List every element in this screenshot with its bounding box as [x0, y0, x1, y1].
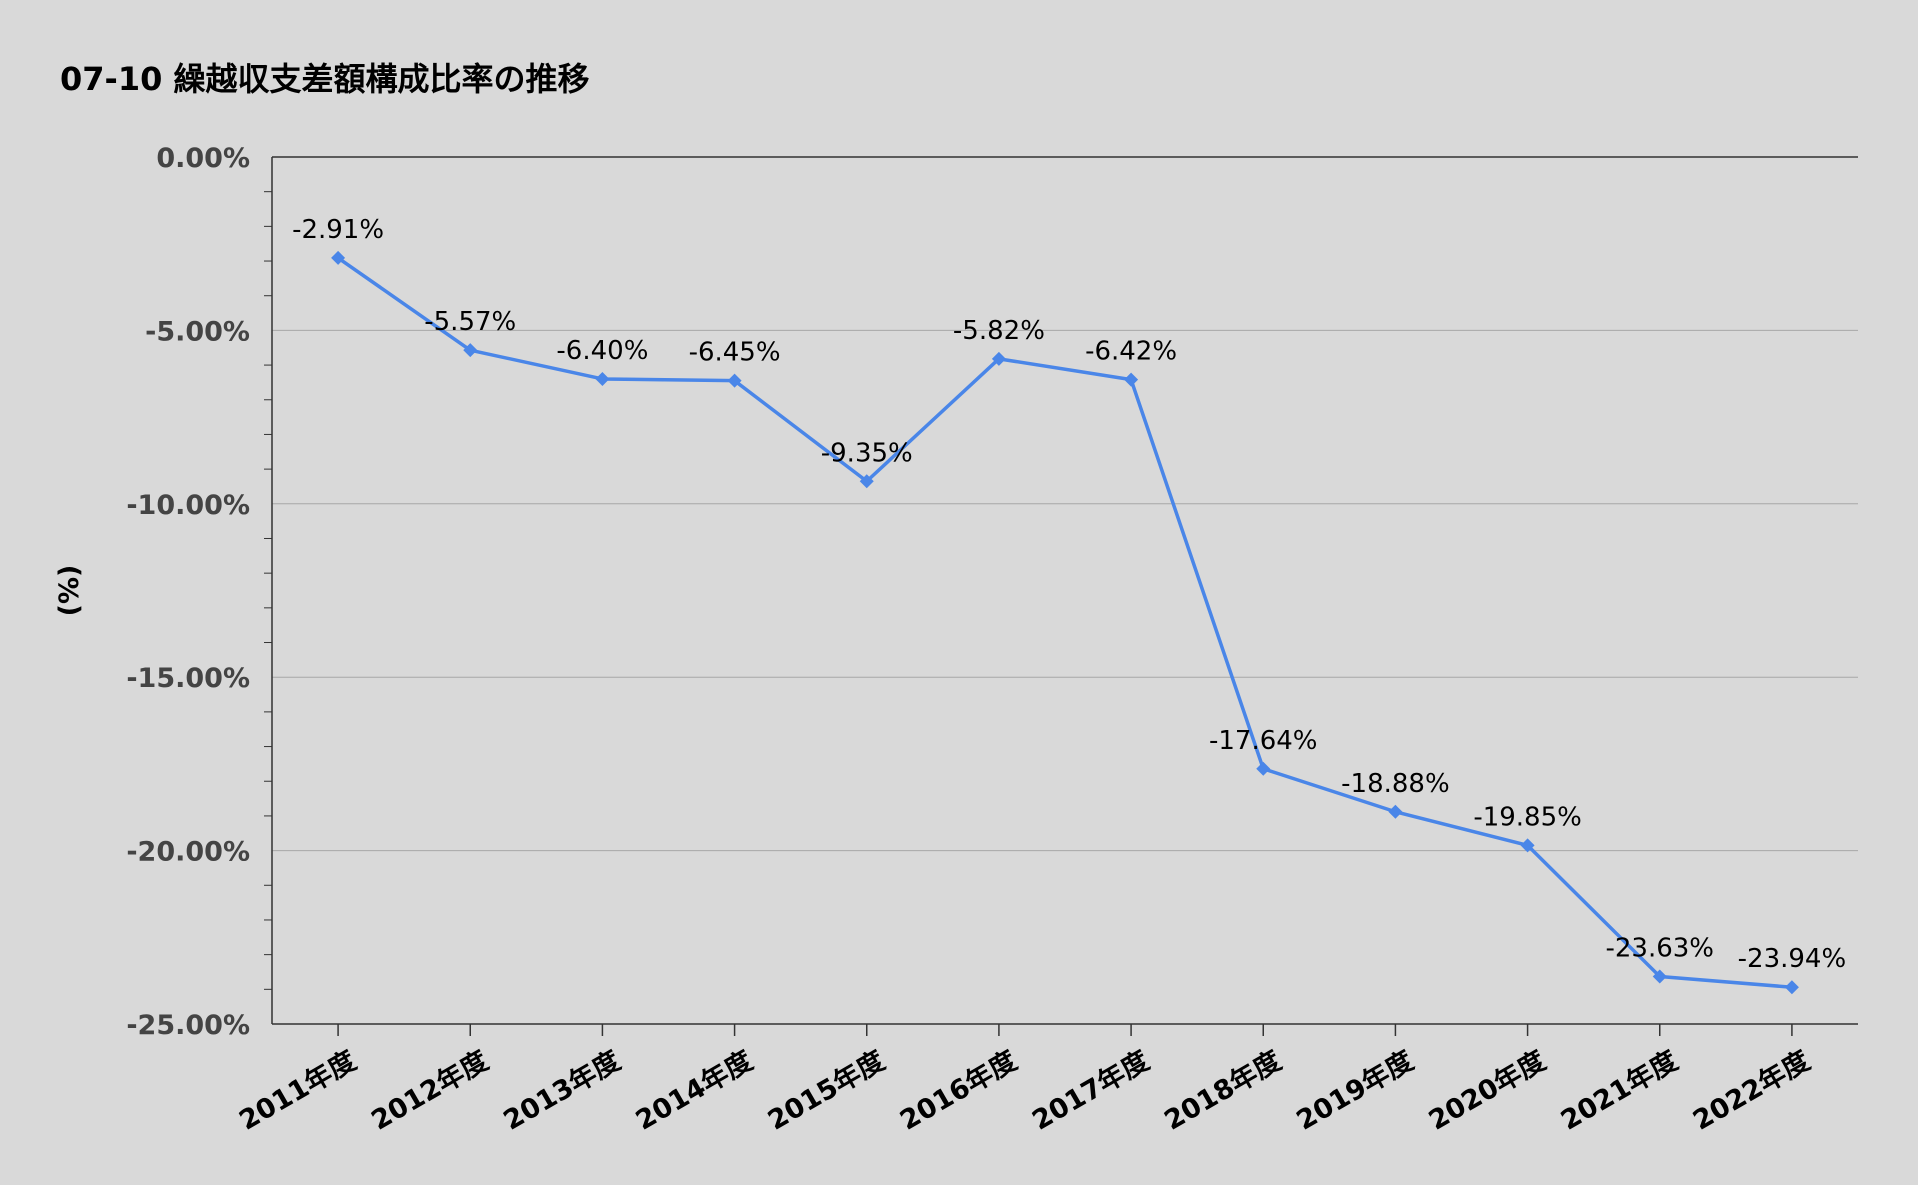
data-label: -6.45% [689, 338, 781, 368]
axes [264, 157, 1793, 1036]
data-point [1124, 372, 1139, 387]
y-axis-label: (%) [54, 565, 85, 617]
grid [272, 156, 1858, 1025]
data-point [727, 373, 742, 388]
series-line [337, 256, 1793, 989]
data-point [1256, 761, 1271, 776]
x-tick-label: 2016年度 [895, 1044, 1023, 1136]
data-point [1520, 838, 1535, 853]
data-point [463, 343, 478, 358]
x-tick-label: 2012年度 [366, 1044, 494, 1136]
data-point [1652, 969, 1667, 984]
data-label: -5.57% [424, 307, 516, 337]
data-label: -19.85% [1473, 802, 1582, 832]
data-point [331, 250, 346, 265]
x-tick-labels: 2011年度 2012年度 2013年度 2014年度 2015年度 2016年度 2017… [234, 1044, 1816, 1136]
data-label: -6.40% [556, 336, 648, 366]
data-label: -9.35% [821, 438, 913, 468]
data-label: -23.94% [1738, 944, 1847, 974]
y-tick-label: -10.00% [126, 490, 250, 521]
data-point [991, 351, 1006, 366]
x-tick-label: 2021年度 [1555, 1044, 1683, 1136]
data-label: -23.63% [1605, 933, 1714, 963]
data-point [595, 371, 610, 386]
data-point [1784, 980, 1799, 995]
x-tick-label: 2013年度 [498, 1044, 626, 1136]
y-tick-labels: 0.00% -5.00% -10.00% -15.00% -20.00% -25.00% [126, 143, 250, 1041]
y-tick-label: -25.00% [126, 1010, 250, 1041]
x-tick-label: 2017年度 [1027, 1044, 1155, 1136]
data-label: -18.88% [1341, 769, 1450, 799]
x-tick-label: 2022年度 [1688, 1044, 1816, 1136]
data-label: -5.82% [953, 316, 1045, 346]
data-label: -6.42% [1085, 337, 1177, 367]
y-tick-label: 0.00% [156, 143, 250, 174]
data-point [859, 474, 874, 489]
data-point [1388, 804, 1403, 819]
series [331, 250, 1799, 995]
x-tick-label: 2015年度 [762, 1044, 890, 1136]
data-label: -2.91% [292, 215, 384, 245]
y-tick-label: -20.00% [126, 837, 250, 868]
x-tick-label: 2020年度 [1423, 1044, 1551, 1136]
x-tick-label: 2019年度 [1291, 1044, 1419, 1136]
y-tick-label: -5.00% [145, 316, 250, 347]
y-tick-label: -15.00% [126, 663, 250, 694]
data-label: -17.64% [1209, 726, 1318, 756]
chart-title: 07-10 繰越収支差額構成比率の推移 [60, 60, 590, 98]
x-tick-label: 2014年度 [630, 1044, 758, 1136]
x-tick-label: 2011年度 [234, 1044, 362, 1136]
x-tick-label: 2018年度 [1159, 1044, 1287, 1136]
data-labels: -2.91% -5.57% -6.40% -6.45% -9.35% -5.82% -6.4… [292, 215, 1846, 974]
